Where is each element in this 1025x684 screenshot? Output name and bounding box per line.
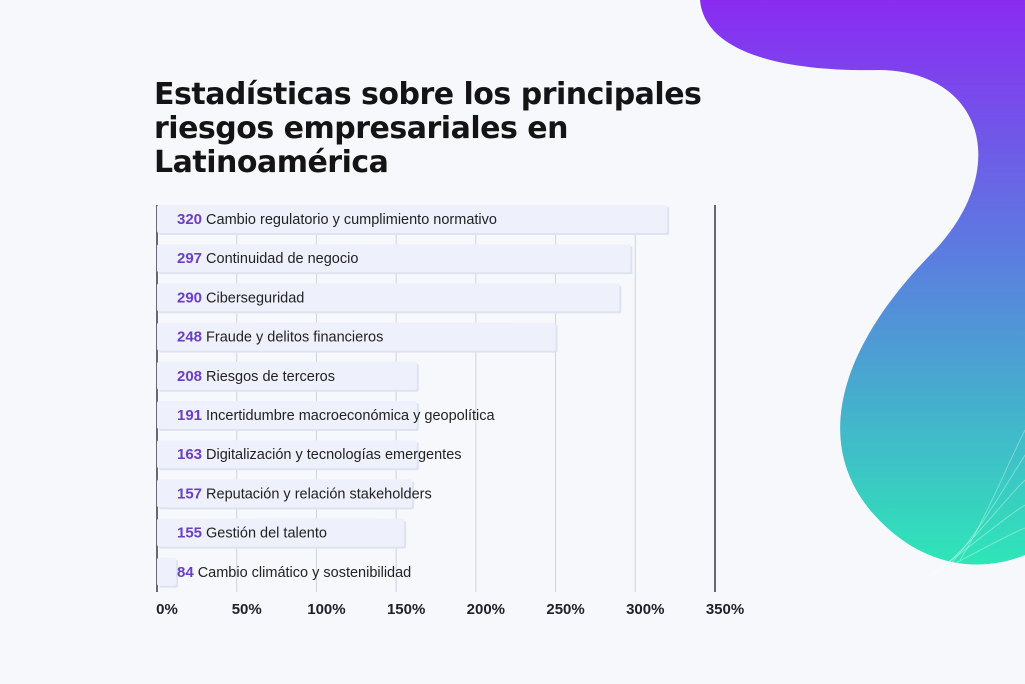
x-tick-label: 350% — [706, 601, 744, 618]
x-tick-label: 100% — [307, 601, 345, 618]
bar-text: 155 Gestión del talento — [177, 525, 327, 542]
bar-text: 163 Digitalización y tecnologías emergent… — [177, 446, 462, 463]
bar-category-label: Reputación y relación stakeholders — [206, 486, 432, 502]
bar-value-label: 84 — [177, 564, 194, 581]
bar-text: 248 Fraude y delitos financieros — [177, 329, 383, 346]
bar — [157, 205, 668, 233]
bar-value-label: 157 — [177, 485, 202, 502]
x-tick-label: 250% — [546, 601, 584, 618]
bar-text: 157 Reputación y relación stakeholders — [177, 485, 432, 502]
x-tick-label: 300% — [626, 601, 664, 618]
bar — [157, 361, 417, 390]
bar-text: 290 Ciberseguridad — [177, 289, 304, 306]
bar-text: 191 Incertidumbre macroeconómica y geopol… — [177, 407, 495, 424]
bar — [157, 322, 556, 351]
x-tick-label: 0% — [156, 601, 178, 618]
x-tick-label: 150% — [387, 601, 425, 618]
bar-category-label: Continuidad de negocio — [206, 251, 358, 267]
bar-category-label: Ciberseguridad — [206, 290, 304, 306]
bar — [157, 440, 417, 469]
bar-text: 208 Riesgos de terceros — [177, 368, 335, 385]
bar — [157, 401, 417, 429]
bar — [157, 479, 413, 508]
bar-category-label: Cambio regulatorio y cumplimiento normat… — [206, 212, 497, 228]
bar-text: 297 Continuidad de negocio — [177, 250, 358, 267]
bar — [157, 557, 177, 586]
bar-category-label: Fraude y delitos financieros — [206, 330, 383, 346]
bars: 320 Cambio regulatorio y cumplimiento nor… — [157, 205, 670, 588]
chart-title: Estadísticas sobre los principales riesg… — [154, 77, 702, 180]
bar-category-label: Cambio climático y sostenibilidad — [198, 565, 412, 581]
bar-value-label: 191 — [177, 407, 202, 424]
bar-category-label: Digitalización y tecnologías emergentes — [206, 447, 462, 463]
bar-value-label: 208 — [177, 368, 202, 385]
bar-category-label: Riesgos de terceros — [206, 369, 335, 385]
bar-value-label: 248 — [177, 329, 202, 346]
bar-value-label: 290 — [177, 289, 202, 306]
bar — [157, 244, 631, 273]
bar-category-label: Incertidumbre macroeconómica y geopolíti… — [206, 408, 495, 424]
bar-category-label: Gestión del talento — [206, 526, 327, 542]
x-tick-label: 50% — [232, 601, 262, 618]
bar — [157, 518, 405, 547]
x-axis-ticks: 0% 50% 100% 150% 200% 250% 300% 350% — [156, 601, 744, 618]
bar-value-label: 297 — [177, 250, 202, 267]
x-tick-label: 200% — [467, 601, 505, 618]
bar-value-label: 155 — [177, 525, 202, 542]
bar — [157, 283, 620, 312]
bar-value-label: 320 — [177, 211, 202, 228]
bar-text: 84 Cambio climático y sostenibilidad — [177, 564, 411, 581]
bar-value-label: 163 — [177, 446, 202, 463]
bar-text: 320 Cambio regulatorio y cumplimiento nor… — [177, 211, 497, 228]
